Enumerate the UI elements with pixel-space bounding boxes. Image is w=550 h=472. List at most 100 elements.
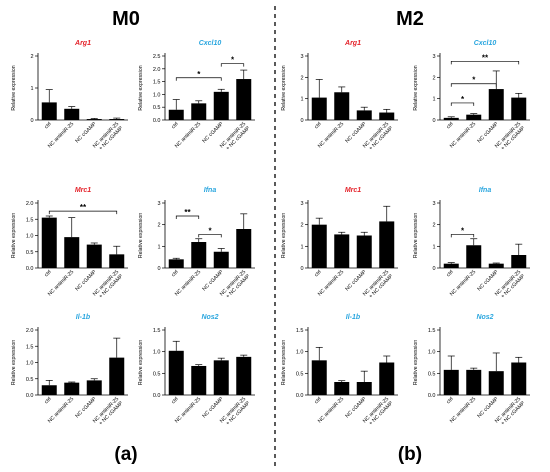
y-tick-label: 2 — [432, 75, 435, 81]
bar — [236, 79, 252, 120]
x-tick-label: ctrl — [171, 269, 180, 278]
bar — [443, 117, 459, 120]
chart-title: Cxcl10 — [199, 40, 222, 47]
chart-m0-il-1b: Il-1b Relative expression 0.0 0.5 1.0 1.5 2.0 c… — [11, 314, 128, 427]
bar — [86, 119, 102, 120]
bar — [168, 109, 184, 120]
bar — [511, 255, 527, 268]
chart-m0-cxcl10: Cxcl10 Relative expression 0.0 0.5 1.0 1.5 2.0… — [138, 40, 255, 152]
bar — [236, 356, 252, 395]
y-tick-label: 3 — [157, 201, 160, 207]
x-tick-label-part: NC cGAMP — [476, 269, 500, 293]
bar — [109, 119, 125, 120]
x-tick-label: NC cGAMP — [201, 396, 225, 420]
y-tick-label: 3 — [432, 54, 435, 60]
chart-title: Nos2 — [476, 314, 493, 321]
x-tick-label-part: NC cGAMP — [201, 396, 225, 420]
chart-title: Ifna — [479, 187, 492, 194]
chart-m0-mrc1: Mrc1 Relative expression 0.0 0.5 1.0 1.5 2.0 ct… — [11, 187, 128, 300]
y-tick-label: 1.5 — [428, 328, 436, 334]
significance-bracket — [450, 102, 475, 106]
y-tick-label: 1.5 — [26, 217, 34, 223]
x-tick-label: ctrl — [314, 269, 323, 278]
y-tick-label: 1.5 — [153, 328, 161, 334]
x-tick-label: NC cGAMP — [74, 269, 98, 293]
x-tick-label-part: NC cGAMP — [344, 121, 368, 145]
significance-label: ** — [482, 53, 489, 62]
bar — [213, 360, 229, 395]
y-tick-label: 1 — [300, 97, 303, 103]
x-tick-label: ctrl — [314, 396, 323, 405]
x-tick-label: NC cGAMP — [74, 121, 98, 145]
y-axis-label: Relative expression — [413, 65, 419, 110]
y-tick-label: 1 — [30, 86, 33, 92]
bar — [511, 97, 527, 120]
y-axis-label: Relative expression — [281, 340, 287, 385]
y-tick-label: 1.5 — [153, 80, 161, 86]
y-tick-label: 0.0 — [296, 393, 304, 399]
bar — [191, 103, 207, 120]
x-tick-label-part: ctrl — [171, 269, 180, 278]
y-tick-label: 3 — [300, 201, 303, 207]
y-axis-label: Relative expression — [11, 213, 17, 258]
x-tick-label-part: ctrl — [171, 121, 180, 130]
bar — [488, 263, 504, 268]
y-tick-label: 0 — [157, 266, 160, 272]
bar — [379, 112, 395, 120]
y-tick-label: 2.0 — [153, 67, 161, 73]
chart-title: Ifna — [204, 187, 217, 194]
x-tick-label: NC cGAMP — [344, 396, 368, 420]
x-tick-label-part: ctrl — [446, 121, 455, 130]
significance-bracket — [450, 60, 520, 65]
x-tick-label: NC cGAMP — [344, 269, 368, 293]
significance-label: * — [208, 226, 212, 235]
x-tick-label: NC cGAMP — [476, 121, 500, 145]
chart-m2-il-1b: Il-1b Relative expression 0.0 0.5 1.0 1.5 ctrl… — [281, 314, 398, 427]
x-tick-label-part: ctrl — [44, 396, 53, 405]
y-axis-label: Relative expression — [138, 65, 144, 110]
x-tick-label-part: NC cGAMP — [74, 396, 98, 420]
x-tick-label: NC cGAMP — [201, 269, 225, 293]
x-tick-label-part: NC cGAMP — [476, 396, 500, 420]
bar — [236, 229, 252, 268]
y-tick-label: 1.0 — [26, 361, 34, 367]
x-tick-label-part: ctrl — [446, 396, 455, 405]
chart-title: Nos2 — [201, 314, 218, 321]
x-tick-label-part: NC cGAMP — [201, 121, 225, 145]
x-tick-label: ctrl — [446, 121, 455, 130]
x-tick-label: ctrl — [171, 121, 180, 130]
x-tick-label-part: ctrl — [446, 269, 455, 278]
x-tick-label: NC cGAMP — [344, 121, 368, 145]
y-tick-label: 1.5 — [26, 344, 34, 350]
bar — [64, 237, 80, 268]
chart-title: Il-1b — [76, 314, 91, 321]
y-tick-label: 0.5 — [153, 371, 161, 377]
bar — [488, 89, 504, 120]
y-tick-label: 1.0 — [296, 350, 304, 356]
significance-label: * — [461, 95, 465, 104]
bar — [466, 369, 482, 395]
significance-bracket — [450, 83, 497, 87]
chart-title: Arg1 — [74, 40, 91, 47]
y-tick-label: 0 — [300, 118, 303, 124]
bar — [488, 371, 504, 395]
x-tick-label: ctrl — [44, 396, 53, 405]
chart-title: Arg1 — [344, 40, 361, 47]
y-tick-label: 2.0 — [26, 201, 34, 207]
y-tick-label: 0.5 — [153, 105, 161, 111]
bar — [86, 380, 102, 395]
significance-label: * — [231, 56, 235, 65]
bar — [334, 382, 350, 395]
chart-m0-nos2: Nos2 Relative expression 0.0 0.5 1.0 1.5 ctrl N… — [138, 314, 255, 427]
chart-m2-nos2: Nos2 Relative expression 0.0 0.5 1.0 1.5 ctrl N… — [413, 314, 530, 427]
y-axis-label: Relative expression — [413, 340, 419, 385]
bar — [41, 217, 57, 268]
bar — [191, 365, 207, 395]
y-axis-label: Relative expression — [11, 65, 17, 110]
panel-label-b: (b) — [398, 444, 422, 465]
y-tick-label: 3 — [432, 201, 435, 207]
chart-title: Mrc1 — [345, 187, 361, 194]
